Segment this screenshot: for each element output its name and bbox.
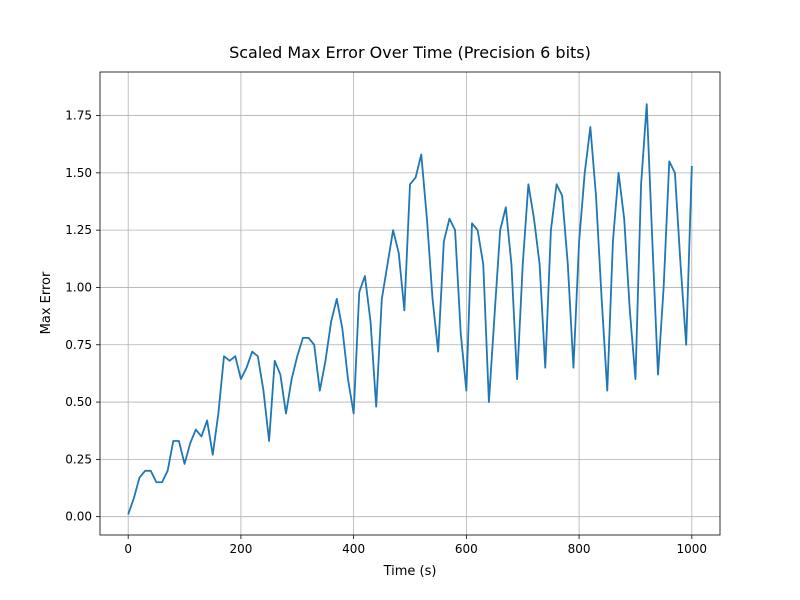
y-tick-label: 1.25 [65, 223, 92, 237]
x-tick-label: 400 [342, 542, 365, 556]
y-tick-label: 1.75 [65, 109, 92, 123]
x-tick-label: 600 [455, 542, 478, 556]
chart-title: Scaled Max Error Over Time (Precision 6 … [229, 43, 591, 62]
x-axis-label: Time (s) [383, 564, 437, 579]
y-tick-label: 0.00 [65, 510, 92, 524]
y-tick-label: 1.00 [65, 280, 92, 294]
y-tick-label: 0.50 [65, 395, 92, 409]
x-tick-label: 0 [124, 542, 132, 556]
x-tick-label: 1000 [677, 542, 708, 556]
x-tick-label: 200 [229, 542, 252, 556]
y-tick-label: 0.75 [65, 338, 92, 352]
plot-frame [99, 71, 721, 536]
y-tick-label: 1.50 [65, 166, 92, 180]
x-tick-label: 800 [568, 542, 591, 556]
data-line [127, 103, 693, 515]
y-axis-label: Max Error [39, 271, 54, 334]
y-tick-label: 0.25 [65, 452, 92, 466]
